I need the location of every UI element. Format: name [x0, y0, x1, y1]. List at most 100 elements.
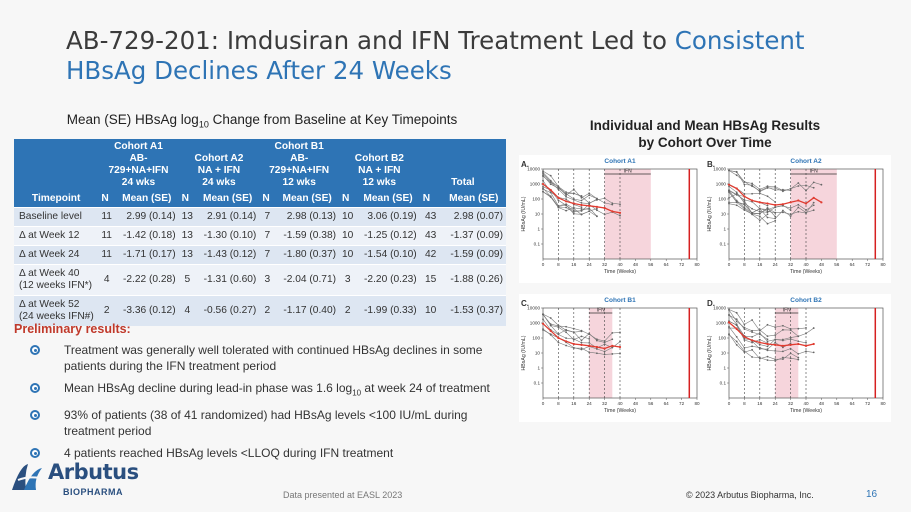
individual-point [766, 186, 769, 189]
individual-line [542, 175, 598, 204]
individual-point [797, 356, 800, 359]
y-tick-label: 0.1 [720, 242, 727, 247]
individual-point [743, 339, 746, 341]
n-cell: 42 [419, 245, 442, 265]
y-tick-label: 100 [532, 336, 540, 341]
individual-point [766, 213, 769, 216]
n-cell: 10 [339, 207, 357, 227]
individual-point [758, 346, 761, 349]
x-tick-label: 48 [633, 262, 639, 267]
individual-point [572, 327, 575, 330]
mean-se-cell: 2.99 (0.14) [114, 207, 179, 227]
n-header: N [98, 191, 115, 208]
individual-point [735, 201, 738, 204]
individual-line [728, 202, 768, 221]
individual-point [797, 327, 800, 330]
mean-se-cell: -1.99 (0.33) [356, 295, 420, 326]
individual-point [603, 340, 606, 343]
table-row: Δ at Week 12 11 -1.42 (0.18) 13 -1.30 (0.10)… [14, 226, 506, 246]
x-tick-label: 24 [773, 401, 779, 406]
individual-point [789, 352, 792, 355]
mean-point [580, 343, 583, 346]
individual-point [789, 207, 792, 209]
n-cell: 4 [98, 264, 115, 296]
mean-point [565, 200, 568, 203]
mean-se-cell: -1.54 (0.10) [356, 245, 420, 265]
individual-point [596, 339, 598, 342]
mean-point [743, 335, 746, 338]
individual-point [743, 328, 746, 330]
mean-point [565, 340, 568, 343]
bullet-text: 93% of patients (38 of 41 randomized) ha… [64, 408, 468, 439]
individual-point [588, 351, 591, 354]
individual-point [728, 189, 730, 191]
individual-point [572, 338, 575, 340]
individual-point [603, 350, 606, 353]
mean-se-cell: -1.43 (0.12) [195, 245, 260, 265]
mean-point [727, 321, 731, 324]
individual-line [542, 172, 613, 205]
mean-point [804, 344, 808, 347]
individual-point [797, 203, 800, 206]
individual-point [766, 207, 769, 209]
n-cell: 7 [259, 245, 276, 265]
mean-point [774, 343, 777, 346]
n-cell: 43 [419, 226, 442, 246]
individual-point [611, 338, 614, 341]
individual-point [789, 336, 792, 339]
preliminary-results-title: Preliminary results: [14, 322, 131, 336]
individual-point [743, 180, 746, 183]
bullet-icon [30, 383, 40, 393]
x-tick-label: 56 [648, 401, 654, 406]
individual-line [728, 190, 814, 211]
individual-point [735, 191, 738, 194]
mean-point [797, 199, 800, 202]
bullet-text: 4 patients reached HBsAg levels <LLOQ du… [64, 446, 394, 461]
individual-point [774, 349, 777, 352]
individual-point [758, 219, 761, 222]
individual-point [774, 219, 777, 222]
y-tick-label: 100 [532, 197, 540, 202]
x-tick-label: 8 [557, 401, 560, 406]
individual-point [735, 336, 738, 338]
individual-point [797, 206, 800, 209]
individual-line [728, 333, 799, 360]
y-tick-label: 1000 [530, 321, 541, 326]
x-tick-label: 16 [571, 262, 577, 267]
individual-point [766, 204, 769, 207]
individual-point [596, 352, 598, 355]
individual-point [805, 209, 807, 211]
individual-line [728, 314, 768, 340]
y-tick-label: 0.1 [534, 242, 541, 247]
individual-point [782, 211, 784, 214]
individual-point [596, 338, 598, 341]
individual-point [751, 211, 753, 214]
chart-svg: IFN Cohort B2 D. 0.1 1 10 100 1000 10000 0 8 16 24 32… [705, 294, 891, 422]
chart-panel-c: IFN Cohort B1 C. 0.1 1 10 100 1000 10000 0 8 16 24 32… [519, 294, 705, 422]
mean-se-cell: 2.98 (0.13) [275, 207, 340, 227]
chart-svg: IFN Cohort B1 C. 0.1 1 10 100 1000 10000 0 8 16 24 32… [519, 294, 705, 422]
individual-point [728, 196, 730, 199]
mean-se-cell: -1.59 (0.38) [275, 226, 340, 246]
x-tick-label: 56 [648, 262, 654, 267]
mean-point [735, 327, 738, 331]
mean-se-cell: 2.91 (0.14) [195, 207, 260, 227]
mean-point [774, 203, 777, 207]
bullet-item: 93% of patients (38 of 41 randomized) ha… [30, 407, 510, 439]
individual-point [603, 202, 606, 204]
mean-se-cell: -1.80 (0.37) [275, 245, 340, 265]
individual-point [542, 190, 544, 193]
mean-point [735, 187, 738, 190]
individual-point [812, 209, 815, 212]
mean-se-cell: -1.88 (0.26) [441, 264, 506, 296]
individual-point [588, 194, 591, 197]
individual-point [789, 189, 792, 192]
individual-point [735, 193, 738, 196]
individual-point [766, 338, 769, 341]
results-bullet-list: Treatment was generally well tolerated w… [30, 342, 510, 467]
individual-point [603, 341, 606, 344]
mean-point [580, 203, 583, 207]
n-cell: 2 [339, 295, 357, 326]
individual-point [728, 202, 730, 205]
timepoint-cell: Δ at Week 24 [14, 245, 99, 265]
